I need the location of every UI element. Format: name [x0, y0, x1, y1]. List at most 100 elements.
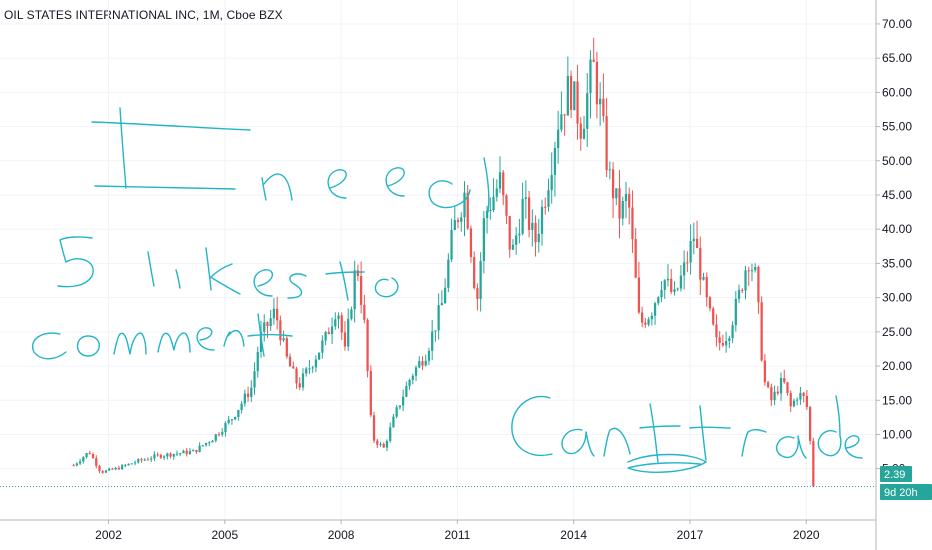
candle-body	[699, 248, 702, 280]
candle-body	[208, 442, 211, 444]
candle-body	[188, 451, 192, 455]
candle-body	[544, 206, 547, 208]
candle-body	[766, 382, 770, 388]
candle-body	[108, 468, 111, 471]
candle-body	[366, 319, 369, 371]
candle-body	[602, 98, 605, 117]
candle-body	[282, 338, 285, 341]
candle-body	[692, 238, 695, 242]
candle-body	[146, 459, 150, 461]
candle-body	[673, 289, 676, 292]
candle-body	[440, 303, 444, 306]
candle-body	[82, 457, 85, 462]
candle-body	[796, 399, 799, 401]
candle-body	[805, 395, 809, 408]
candle-body	[318, 352, 321, 360]
candle-body	[728, 338, 731, 342]
y-tick-label: 10.00	[882, 427, 912, 441]
candle-body	[463, 192, 466, 218]
candle-body	[179, 453, 182, 455]
candle-body	[389, 427, 392, 441]
y-tick-label: 50.00	[882, 154, 912, 168]
candle-body	[234, 417, 237, 420]
candle-body	[279, 320, 282, 341]
candle-body	[308, 368, 311, 370]
candle-body	[683, 262, 686, 276]
candle-body	[95, 458, 98, 466]
price-axis[interactable]: 5.0010.0015.0020.0025.0030.0035.0040.004…	[875, 0, 912, 550]
candle-body	[670, 278, 673, 292]
candle-body	[579, 123, 582, 139]
candle-body	[230, 419, 234, 421]
candle-body	[130, 463, 133, 465]
candle-body	[311, 367, 314, 369]
candle-body	[750, 270, 754, 272]
candle-body	[143, 459, 146, 461]
candle-body	[550, 174, 553, 191]
y-tick-label: 40.00	[882, 222, 912, 236]
candle-body	[376, 440, 379, 445]
candle-body	[615, 188, 618, 199]
candle-body	[285, 338, 288, 357]
candle-body	[340, 315, 343, 333]
candle-body	[808, 407, 812, 441]
y-tick-label: 70.00	[882, 17, 912, 31]
candle-body	[641, 312, 644, 323]
candle-body	[363, 304, 366, 320]
candle-body	[301, 373, 305, 388]
candle-body	[256, 351, 259, 372]
candle-body	[666, 278, 670, 281]
candle-body	[398, 405, 402, 408]
candle-body	[563, 114, 566, 116]
candle-body	[269, 318, 272, 327]
candle-body	[259, 331, 263, 352]
candle-body	[712, 308, 715, 325]
candle-body	[524, 197, 527, 199]
candle-body	[437, 305, 440, 331]
candle-body	[566, 76, 569, 116]
candle-body	[227, 419, 230, 424]
candle-body	[127, 463, 130, 466]
candle-body	[786, 382, 789, 393]
candle-body	[305, 368, 308, 374]
candle-body	[605, 116, 608, 171]
countdown-label: 9d 20h	[884, 487, 918, 499]
candle-body	[434, 330, 437, 332]
candle-body	[443, 287, 447, 304]
candle-body	[153, 454, 156, 459]
candle-body	[592, 59, 595, 62]
candle-body	[485, 210, 489, 219]
candle-body	[741, 289, 744, 291]
candle-body	[473, 257, 476, 289]
candle-body	[350, 309, 353, 319]
candle-body	[792, 400, 796, 407]
candle-body	[479, 260, 482, 299]
candle-body	[679, 275, 683, 289]
y-tick-label: 60.00	[882, 85, 912, 99]
candle-body	[686, 262, 689, 264]
time-axis[interactable]: 2002 2005 2008 2011 2014 2017 2020	[0, 519, 876, 542]
x-tick-label: 2008	[328, 528, 355, 542]
candle-body	[72, 465, 75, 467]
candle-body	[243, 393, 246, 404]
candle-body	[224, 423, 227, 432]
x-tick-label: 2020	[793, 528, 820, 542]
candle-body	[330, 326, 334, 334]
candle-body	[721, 342, 725, 346]
candle-body	[159, 454, 162, 458]
candle-body	[276, 308, 279, 321]
candle-body	[653, 303, 657, 316]
candle-body	[418, 361, 421, 368]
candle-body	[460, 217, 463, 222]
candle-body	[246, 393, 250, 397]
candle-body	[534, 222, 537, 243]
candle-body	[754, 266, 757, 271]
candle-body	[647, 319, 650, 325]
candle-body	[172, 454, 175, 457]
candle-body	[217, 434, 221, 436]
candle-body	[705, 276, 708, 298]
x-tick-label: 2005	[211, 528, 238, 542]
candle-body	[776, 391, 779, 394]
candle-body	[198, 445, 201, 452]
